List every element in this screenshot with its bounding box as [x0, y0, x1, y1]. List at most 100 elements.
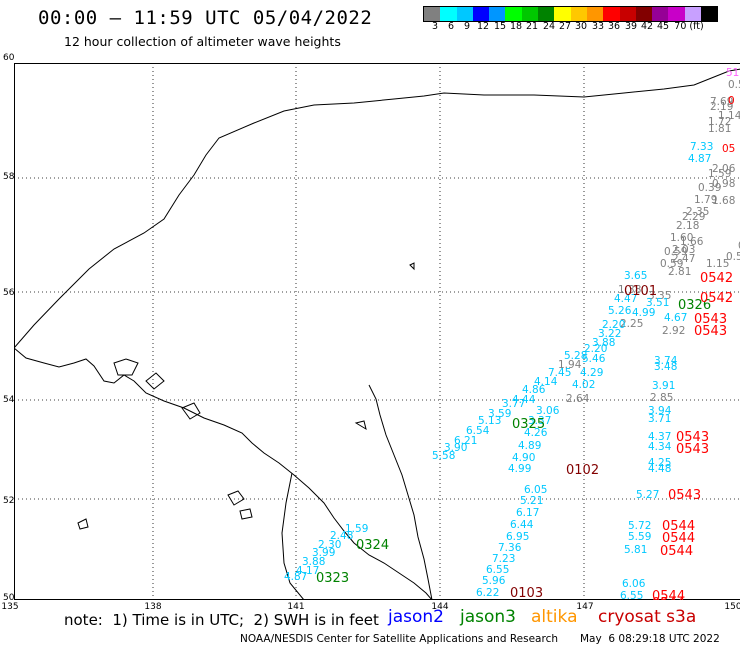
color-legend-tick: 42	[640, 21, 654, 32]
wave-height-label: 3.35	[648, 290, 671, 302]
color-legend-tick: 12	[476, 21, 490, 32]
longitude-label: 135	[1, 602, 19, 612]
wave-height-label: 1.59	[708, 168, 731, 180]
pass-time-label: 0103	[510, 586, 543, 600]
wave-height-label: 2.19	[710, 101, 733, 113]
generation-timestamp: May 6 08:29:18 UTC 2022	[580, 633, 720, 645]
satellite-legend-item: jason2	[388, 607, 444, 627]
coastline	[14, 68, 740, 600]
wave-height-label: 5.46	[582, 353, 606, 365]
wave-height-label: 0.98	[712, 178, 735, 190]
pass-time-label: 0326	[678, 298, 711, 313]
color-legend-tick: 45	[656, 21, 670, 32]
wave-height-label: 5.58	[432, 450, 455, 462]
map-frame	[14, 63, 740, 600]
color-legend-tick: 36	[607, 21, 621, 32]
wave-height-label: 5.28	[564, 350, 587, 362]
wave-height-label: 3.71	[648, 413, 671, 425]
map-grid	[14, 63, 740, 600]
wave-height-label: 7.23	[492, 553, 515, 565]
track-labels: 7.692.191.721.811.140.52.061.590.980.391…	[284, 67, 740, 600]
wave-height-label: 4.25	[648, 457, 671, 469]
wave-height-label: 4.89	[518, 440, 541, 452]
color-legend-tick: 18	[509, 21, 523, 32]
pass-time-label: 0542	[700, 291, 733, 306]
pass-time-label: 0101	[624, 284, 657, 299]
wave-height-label: 0.6	[738, 240, 740, 252]
color-legend-swatch	[505, 7, 522, 21]
color-legend-tick: 24	[542, 21, 556, 32]
wave-height-label: 5.13	[478, 415, 501, 427]
wave-height-label: 4.14	[534, 376, 558, 388]
wave-height-label: 6.17	[516, 507, 539, 519]
wave-height-label: 5.26	[608, 305, 632, 317]
wave-height-label: 6.05	[524, 484, 547, 496]
longitude-label: 150	[724, 602, 740, 612]
pass-time-label: 0543	[676, 430, 709, 445]
wave-height-label: 2.64	[566, 393, 590, 405]
wave-height-label: 2.03	[672, 244, 695, 256]
wave-height-label: 2.85	[650, 392, 673, 404]
pass-time-label: 0102	[566, 463, 599, 478]
wave-height-label: 2.20	[602, 319, 625, 331]
footer-note: note: 1) Time is in UTC; 2) SWH is in fe…	[64, 611, 379, 629]
wave-height-label: 0.59	[664, 246, 687, 258]
color-legend-ticks: 3 6 9 12 15 18 21 24 27 30 33 36 39 42 45 70 (ft)	[423, 21, 740, 33]
wave-height-label: 3.06	[536, 405, 560, 417]
wave-height-label: 3.88	[302, 556, 325, 568]
wave-height-label: 4.17	[296, 565, 319, 577]
latitude-label: 54	[3, 395, 15, 405]
wave-height-label: 0.5	[728, 79, 740, 91]
color-legend-swatch	[619, 7, 636, 21]
longitude-label: 141	[287, 602, 305, 612]
wave-height-label: 3.65	[624, 270, 647, 282]
wave-height-label: 5.59	[628, 531, 651, 543]
latitude-label: 60	[3, 53, 15, 63]
pass-time-label: 0543	[694, 324, 727, 339]
wave-height-label: 7.36	[498, 542, 522, 554]
wave-height-label: 1.60	[670, 232, 693, 244]
wave-height-label: 7.33	[690, 141, 713, 153]
pass-time-label: 0324	[356, 538, 389, 553]
wave-height-label: 6.06	[622, 578, 646, 590]
color-legend-swatch	[554, 7, 571, 21]
wave-height-map: 7.692.191.721.811.140.52.061.590.980.391…	[14, 63, 740, 600]
satellite-legend-item: jason3	[460, 607, 516, 627]
wave-height-label: 7.69	[710, 96, 733, 108]
wave-height-label: 4.90	[512, 452, 535, 464]
wave-height-label: 4.86	[522, 384, 546, 396]
wave-height-label: 4.87	[284, 571, 307, 583]
pass-time-label: 0323	[316, 571, 349, 586]
wave-height-label: 0	[728, 95, 735, 107]
wave-height-label: 1.68	[712, 195, 735, 207]
latitude-label: 52	[3, 496, 15, 506]
wave-height-label: 2.29	[682, 211, 705, 223]
pass-time-label: 0543	[668, 488, 701, 503]
wave-height-label: 4.67	[664, 312, 687, 324]
wave-height-label: 2.48	[330, 530, 353, 542]
wave-height-label: 1.59	[345, 523, 368, 535]
wave-height-label: 6.55	[620, 590, 643, 600]
wave-height-label: 1.15	[706, 258, 729, 270]
pass-time-label: 0544	[662, 531, 695, 546]
pass-time-label: 0544	[652, 589, 685, 600]
pass-time-label: 0542	[700, 271, 733, 286]
color-legend-swatch	[570, 7, 587, 21]
wave-height-label: 3.22	[598, 328, 621, 340]
wave-height-label: 05	[722, 143, 735, 155]
color-legend-tick: 30	[574, 21, 588, 32]
wave-height-label: 3.99	[312, 547, 335, 559]
wave-height-label: 2.81	[668, 266, 691, 278]
wave-height-label: 4.02	[572, 379, 595, 391]
wave-height-label: 3.48	[654, 361, 677, 373]
wave-height-label: 3.91	[652, 380, 675, 392]
color-legend-bar	[423, 6, 719, 22]
color-legend-swatch	[652, 7, 669, 21]
wave-height-label: 4.99	[632, 307, 655, 319]
color-legend-swatch	[472, 7, 490, 21]
pass-time-label: 0544	[660, 544, 693, 559]
wave-height-label: 4.87	[688, 153, 711, 165]
wave-height-label: 3.37	[528, 415, 551, 427]
pass-time-label: 0543	[694, 312, 727, 327]
color-legend-swatch	[603, 7, 620, 21]
